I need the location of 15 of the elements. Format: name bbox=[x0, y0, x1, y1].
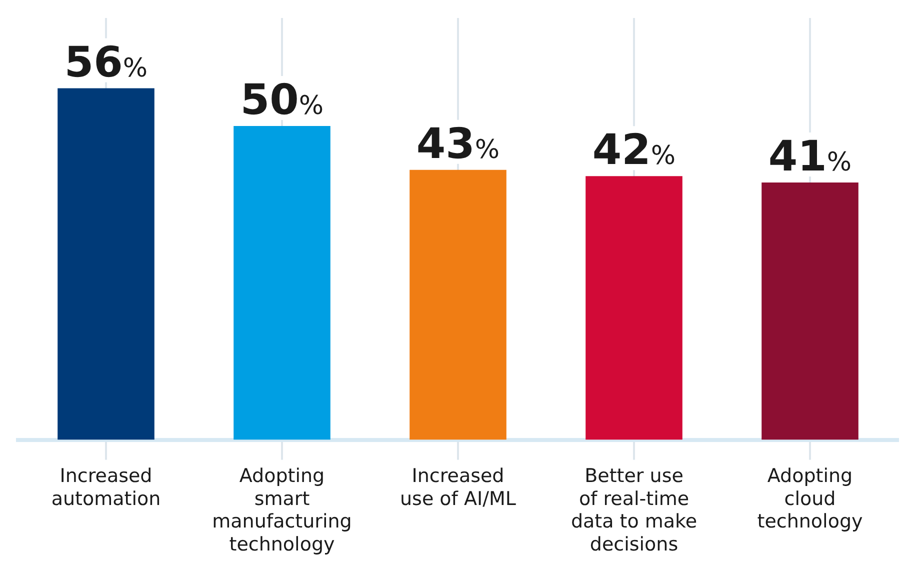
x-tick-label: Adopting smart manufacturing technology bbox=[212, 465, 352, 556]
x-tick-label: Increased automation bbox=[51, 465, 161, 510]
bar bbox=[410, 170, 506, 440]
bar bbox=[58, 88, 154, 440]
x-tick-label: Adopting cloud technology bbox=[757, 465, 863, 533]
data-label: 41% bbox=[768, 131, 852, 180]
data-label: 42% bbox=[592, 125, 676, 174]
data-label: 56% bbox=[64, 37, 148, 86]
data-label: 50% bbox=[240, 74, 324, 124]
bar bbox=[234, 126, 330, 440]
x-tick-label: Better use of real-time data to make decisions bbox=[570, 465, 698, 556]
bar bbox=[586, 176, 682, 440]
bar bbox=[762, 182, 858, 440]
x-tick-label: Increased use of AI/ML bbox=[400, 465, 516, 510]
data-label: 43% bbox=[416, 118, 500, 168]
